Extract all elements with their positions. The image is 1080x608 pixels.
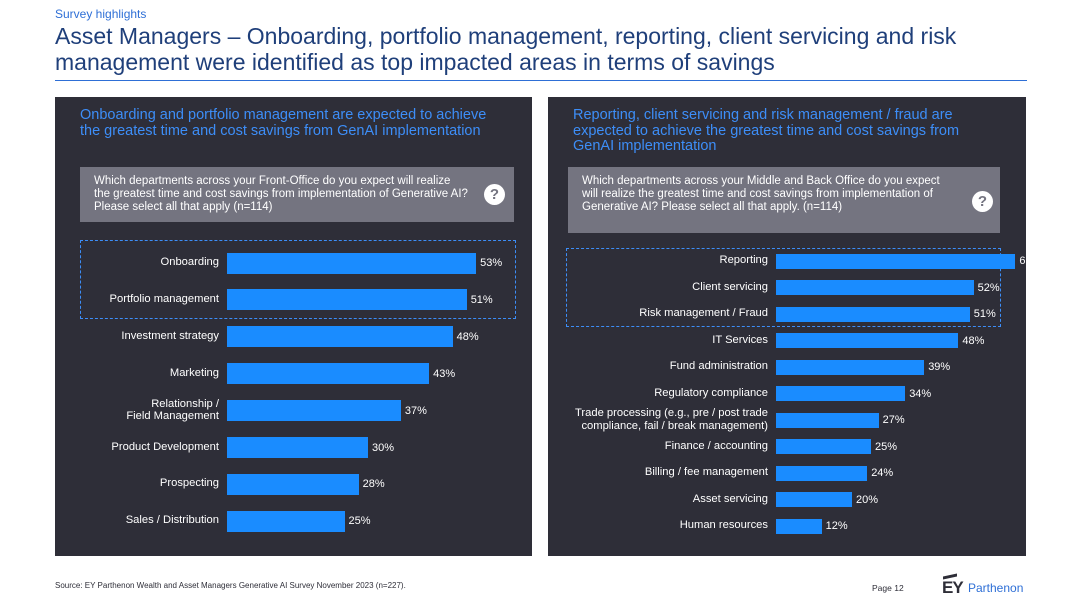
category-label-onboarding: Onboarding [160, 256, 219, 268]
ey-parthenon-logo: EY Parthenon [940, 573, 1030, 599]
category-label-risk-management-fraud: Risk management / Fraud [639, 307, 768, 319]
value-label: 34% [909, 387, 932, 400]
bar-sales-distribution [227, 510, 345, 532]
value-label: 43% [433, 367, 456, 380]
bar-risk-management-fraud [776, 306, 970, 322]
source-note: Source: EY Parthenon Wealth and Asset Ma… [55, 581, 406, 590]
value-label: 20% [856, 493, 879, 506]
value-label: 12% [825, 520, 848, 532]
category-label-line: compliance, fail / break management) [581, 419, 768, 432]
bar-fund-administration [776, 359, 925, 375]
category-label-relationship-field-management: Relationship / Field Management [69, 398, 219, 423]
front-office-heading: Onboarding and portfolio management are … [80, 107, 487, 139]
category-label-client-servicing: Client servicing [692, 280, 768, 293]
question-mark-icon: ? [484, 184, 505, 205]
bar-onboarding [227, 252, 477, 274]
bar-marketing [227, 363, 430, 385]
category-label-marketing: Marketing [169, 366, 219, 379]
category-label-human-resources: Human resources [679, 519, 768, 531]
value-label: 53% [480, 257, 503, 269]
value-label: 25% [348, 515, 371, 528]
bar-prospecting [227, 473, 359, 495]
bar-product-development [227, 437, 368, 458]
page-title: Asset Managers – Onboarding, portfolio m… [55, 23, 957, 75]
value-label: 25% [875, 440, 898, 453]
value-label: 28% [362, 478, 385, 491]
middle-back-office-question-box: Which departments across your Middle and… [568, 167, 1000, 233]
category-label-finance-accounting: Finance / accounting [664, 439, 768, 452]
bar-finance-accounting [776, 439, 871, 454]
category-label-prospecting: Prospecting [159, 477, 219, 490]
category-label-it-services: IT Services [712, 333, 768, 346]
front-office-question-box: Which departments across your Front-Offi… [80, 167, 514, 222]
front-office-highlight-box [80, 240, 516, 319]
category-label-regulatory-compliance: Regulatory compliance [654, 386, 768, 399]
category-label-line: Relationship / [151, 397, 219, 410]
bar-client-servicing [776, 280, 974, 295]
category-label-investment-strategy: Investment strategy [121, 329, 219, 342]
bar-regulatory-compliance [776, 386, 906, 401]
question-mark-icon: ? [972, 191, 993, 212]
category-label-line: Field Management [126, 410, 219, 423]
middle-back-office-highlight-box [566, 248, 1001, 327]
bar-it-services [776, 333, 959, 348]
bar-portfolio-management [227, 289, 467, 311]
value-label: 27% [882, 414, 905, 426]
category-label-portfolio-management: Portfolio management [109, 292, 219, 305]
front-office-panel: Onboarding and portfolio management are … [55, 97, 532, 556]
value-label: 39% [928, 361, 951, 373]
bar-billing-fee-management [776, 465, 868, 481]
value-label: 24% [871, 467, 894, 479]
bar-asset-servicing [776, 492, 852, 507]
bar-investment-strategy [227, 326, 453, 348]
bar-reporting [776, 253, 1016, 269]
category-label-product-development: Product Development [111, 440, 219, 453]
middle-back-office-panel: Reporting, client servicing and risk man… [548, 97, 1041, 556]
page-number: Page 12 [872, 583, 904, 593]
value-label: 48% [456, 330, 479, 343]
bar-trade-processing-e-g-pre-post-trade-comp [776, 412, 879, 428]
title-divider [55, 80, 1027, 81]
value-label: 30% [372, 441, 395, 454]
category-label-line: Trade processing (e.g., pre / post trade [575, 407, 768, 419]
value-label: 51% [973, 308, 996, 320]
value-label: 52% [977, 281, 1000, 294]
middle-back-office-question: Which departments across your Middle and… [582, 175, 940, 213]
category-label-trade-processing-e-g-pre-post-trade-comp: Trade processing (e.g., pre / post trade… [553, 407, 768, 432]
logo-brand-text: Parthenon [968, 581, 1024, 595]
middle-back-office-heading: Reporting, client servicing and risk man… [573, 107, 960, 154]
value-label: 63% [1019, 255, 1042, 267]
category-label-sales-distribution: Sales / Distribution [125, 514, 219, 527]
bar-relationship-field-management [227, 400, 401, 422]
value-label: 51% [470, 293, 493, 306]
section-kicker: Survey highlights [55, 7, 147, 21]
front-office-question: Which departments across your Front-Offi… [94, 175, 468, 213]
bar-human-resources [776, 518, 822, 534]
logo-ey-text: EY [942, 578, 964, 597]
value-label: 37% [404, 404, 427, 417]
category-label-reporting: Reporting [719, 254, 768, 266]
category-label-asset-servicing: Asset servicing [692, 492, 768, 505]
category-label-fund-administration: Fund administration [669, 360, 768, 372]
value-label: 48% [962, 334, 985, 347]
category-label-billing-fee-management: Billing / fee management [644, 466, 768, 478]
